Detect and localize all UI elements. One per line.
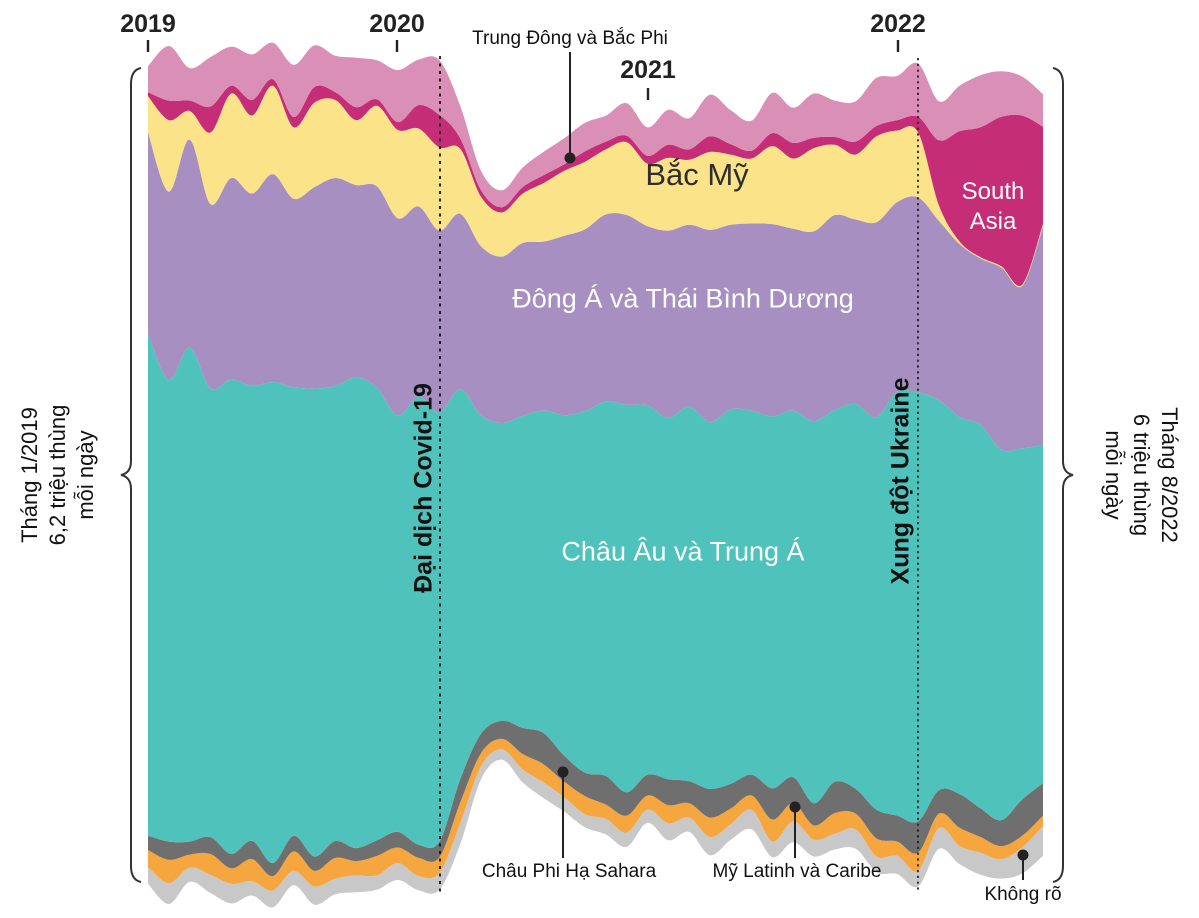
year-label-2020: 2020 — [369, 10, 425, 38]
end-endpoint-line3: mỗi ngày — [1101, 430, 1126, 520]
europe-central-asia-band-label: Châu Âu và Trung Á — [561, 536, 805, 567]
band-europe-central-asia — [148, 334, 1043, 864]
year-label-2019: 2019 — [120, 10, 176, 38]
start-endpoint-line2: 6,2 triệu thùng — [45, 404, 70, 546]
left-brace — [120, 67, 142, 883]
stacked-area-bands — [148, 42, 1043, 908]
east-asia-pacific-band-label: Đông Á và Thái Bình Dương — [512, 283, 854, 314]
end-endpoint-line2: 6 triệu thùng — [1129, 413, 1154, 537]
unknown-dot — [1017, 849, 1029, 861]
mena-annotation-label: Trung Đông và Bắc Phi — [472, 28, 668, 49]
end-endpoint-line1: Tháng 8/2022 — [1157, 407, 1182, 543]
band-sub-saharan-africa — [148, 720, 1043, 877]
ukraine-event-label: Xung đột Ukraine — [886, 377, 915, 585]
mena-dot — [564, 152, 576, 164]
year-ticks — [146, 40, 900, 100]
annotation-dots — [557, 152, 1029, 861]
band-latin-america-caribbean — [148, 738, 1043, 891]
year-label-2021: 2021 — [620, 56, 676, 84]
ssa-annotation-label: Châu Phi Hạ Sahara — [481, 861, 657, 882]
lac-annotation-label: Mỹ Latinh và Caribe — [712, 861, 882, 882]
lac-dot — [789, 801, 801, 813]
right-brace — [1052, 67, 1074, 883]
covid-event-label: Đại dịch Covid-19 — [409, 383, 438, 593]
ssa-dot — [557, 766, 569, 778]
year-label-2022: 2022 — [870, 10, 926, 38]
unknown-annotation-label: Không rõ — [984, 884, 1062, 905]
band-unknown — [148, 749, 1043, 908]
start-endpoint-line3: mỗi ngày — [73, 430, 98, 520]
south-asia-band-label: South Asia — [961, 178, 1025, 235]
band-north-america — [148, 85, 1043, 288]
band-east-asia-pacific — [148, 132, 1043, 452]
band-middle-east-north-africa — [148, 42, 1043, 208]
end-endpoint-label: Tháng 8/2022 6 triệu thùng mỗi ngày — [1099, 407, 1183, 543]
north-america-band-label: Bắc Mỹ — [645, 157, 749, 192]
start-endpoint-label: Tháng 1/2019 6,2 triệu thùng mỗi ngày — [16, 405, 100, 546]
start-endpoint-line1: Tháng 1/2019 — [17, 407, 42, 543]
